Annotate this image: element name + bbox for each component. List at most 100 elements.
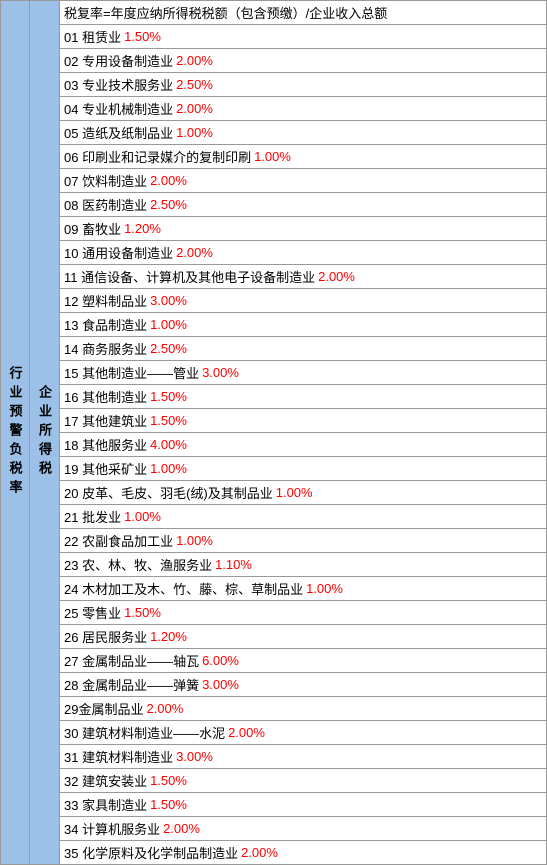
row-label: 12 塑料制品业 xyxy=(64,291,147,310)
table-row: 01 租赁业1.50% xyxy=(60,25,547,49)
row-percentage: 2.50% xyxy=(150,197,187,212)
row-percentage: 3.00% xyxy=(176,749,213,764)
row-label: 03 专业技术服务业 xyxy=(64,75,173,94)
table-row: 05 造纸及纸制品业1.00% xyxy=(60,121,547,145)
row-percentage: 1.10% xyxy=(215,557,252,572)
table-row: 30 建筑材料制造业——水泥2.00% xyxy=(60,721,547,745)
row-label: 21 批发业 xyxy=(64,507,121,526)
row-percentage: 1.00% xyxy=(306,581,343,596)
table-row: 24 木材加工及木、竹、藤、棕、草制品业1.00% xyxy=(60,577,547,601)
row-percentage: 4.00% xyxy=(150,437,187,452)
table-row: 02 专用设备制造业2.00% xyxy=(60,49,547,73)
row-percentage: 1.00% xyxy=(150,461,187,476)
row-label: 17 其他建筑业 xyxy=(64,411,147,430)
row-percentage: 3.00% xyxy=(202,677,239,692)
row-label: 34 计算机服务业 xyxy=(64,819,160,838)
row-label: 20 皮革、毛皮、羽毛(绒)及其制品业 xyxy=(64,483,273,502)
row-percentage: 2.00% xyxy=(176,245,213,260)
row-label: 13 食品制造业 xyxy=(64,315,147,334)
row-label: 18 其他服务业 xyxy=(64,435,147,454)
row-label: 25 零售业 xyxy=(64,603,121,622)
table-row: 03 专业技术服务业2.50% xyxy=(60,73,547,97)
table-row: 06 印刷业和记录媒介的复制印刷1.00% xyxy=(60,145,547,169)
table-row: 33 家具制造业1.50% xyxy=(60,793,547,817)
row-percentage: 1.00% xyxy=(150,317,187,332)
row-percentage: 6.00% xyxy=(202,653,239,668)
row-label: 35 化学原料及化学制品制造业 xyxy=(64,843,238,862)
table-row: 26 居民服务业1.20% xyxy=(60,625,547,649)
table-row: 34 计算机服务业2.00% xyxy=(60,817,547,841)
row-label: 30 建筑材料制造业——水泥 xyxy=(64,723,225,742)
row-percentage: 1.00% xyxy=(254,149,291,164)
table-row: 09 畜牧业1.20% xyxy=(60,217,547,241)
row-percentage: 1.00% xyxy=(124,509,161,524)
row-label: 14 商务服务业 xyxy=(64,339,147,358)
row-label: 22 农副食品加工业 xyxy=(64,531,173,550)
table-row: 11 通信设备、计算机及其他电子设备制造业2.00% xyxy=(60,265,547,289)
table-row: 28 金属制品业——弹簧3.00% xyxy=(60,673,547,697)
row-percentage: 1.00% xyxy=(176,125,213,140)
row-percentage: 2.00% xyxy=(318,269,355,284)
row-percentage: 1.50% xyxy=(150,797,187,812)
row-percentage: 2.50% xyxy=(176,77,213,92)
table-row: 08 医药制造业2.50% xyxy=(60,193,547,217)
row-label: 09 畜牧业 xyxy=(64,219,121,238)
table-row: 19 其他采矿业1.00% xyxy=(60,457,547,481)
row-percentage: 2.00% xyxy=(163,821,200,836)
header-text: 税复率=年度应纳所得税税额（包含预缴）/企业收入总额 xyxy=(64,3,387,22)
header-row: 税复率=年度应纳所得税税额（包含预缴）/企业收入总额 xyxy=(60,0,547,25)
table-row: 22 农副食品加工业1.00% xyxy=(60,529,547,553)
row-percentage: 1.00% xyxy=(276,485,313,500)
table-row: 04 专业机械制造业2.00% xyxy=(60,97,547,121)
table-row: 13 食品制造业1.00% xyxy=(60,313,547,337)
table-row: 23 农、林、牧、渔服务业1.10% xyxy=(60,553,547,577)
row-percentage: 2.00% xyxy=(176,53,213,68)
table-row: 10 通用设备制造业2.00% xyxy=(60,241,547,265)
row-label: 06 印刷业和记录媒介的复制印刷 xyxy=(64,147,251,166)
row-percentage: 1.20% xyxy=(124,221,161,236)
rows-container: 税复率=年度应纳所得税税额（包含预缴）/企业收入总额 01 租赁业1.50%02… xyxy=(60,0,547,865)
row-label: 11 通信设备、计算机及其他电子设备制造业 xyxy=(64,267,315,286)
row-percentage: 1.00% xyxy=(176,533,213,548)
row-percentage: 2.00% xyxy=(176,101,213,116)
row-label: 04 专业机械制造业 xyxy=(64,99,173,118)
table-row: 15 其他制造业——管业3.00% xyxy=(60,361,547,385)
table-row: 32 建筑安装业1.50% xyxy=(60,769,547,793)
row-label: 01 租赁业 xyxy=(64,27,121,46)
table-row: 12 塑料制品业3.00% xyxy=(60,289,547,313)
row-label: 26 居民服务业 xyxy=(64,627,147,646)
table-row: 07 饮料制造业2.00% xyxy=(60,169,547,193)
row-percentage: 1.50% xyxy=(150,413,187,428)
table-row: 17 其他建筑业1.50% xyxy=(60,409,547,433)
row-label: 08 医药制造业 xyxy=(64,195,147,214)
row-label: 02 专用设备制造业 xyxy=(64,51,173,70)
row-percentage: 2.00% xyxy=(150,173,187,188)
table-row: 18 其他服务业4.00% xyxy=(60,433,547,457)
row-percentage: 3.00% xyxy=(150,293,187,308)
table-row: 21 批发业1.00% xyxy=(60,505,547,529)
row-label: 24 木材加工及木、竹、藤、棕、草制品业 xyxy=(64,579,303,598)
row-percentage: 1.50% xyxy=(150,389,187,404)
row-percentage: 1.50% xyxy=(150,773,187,788)
row-label: 10 通用设备制造业 xyxy=(64,243,173,262)
row-label: 05 造纸及纸制品业 xyxy=(64,123,173,142)
category-label-mid: 企业所得税 xyxy=(30,0,60,865)
table-row: 14 商务服务业2.50% xyxy=(60,337,547,361)
row-percentage: 1.50% xyxy=(124,29,161,44)
row-label: 27 金属制品业——轴瓦 xyxy=(64,651,199,670)
table-row: 27 金属制品业——轴瓦6.00% xyxy=(60,649,547,673)
table-row: 20 皮革、毛皮、羽毛(绒)及其制品业1.00% xyxy=(60,481,547,505)
row-percentage: 1.50% xyxy=(124,605,161,620)
row-percentage: 3.00% xyxy=(202,365,239,380)
table-row: 25 零售业1.50% xyxy=(60,601,547,625)
row-label: 29金属制品业 xyxy=(64,699,143,718)
row-percentage: 2.00% xyxy=(241,845,278,860)
category-label-left: 行业预警负税率 xyxy=(0,0,30,865)
row-label: 15 其他制造业——管业 xyxy=(64,363,199,382)
table-row: 29金属制品业2.00% xyxy=(60,697,547,721)
row-label: 19 其他采矿业 xyxy=(64,459,147,478)
row-percentage: 2.00% xyxy=(146,701,183,716)
row-label: 28 金属制品业——弹簧 xyxy=(64,675,199,694)
row-label: 16 其他制造业 xyxy=(64,387,147,406)
table-row: 16 其他制造业1.50% xyxy=(60,385,547,409)
